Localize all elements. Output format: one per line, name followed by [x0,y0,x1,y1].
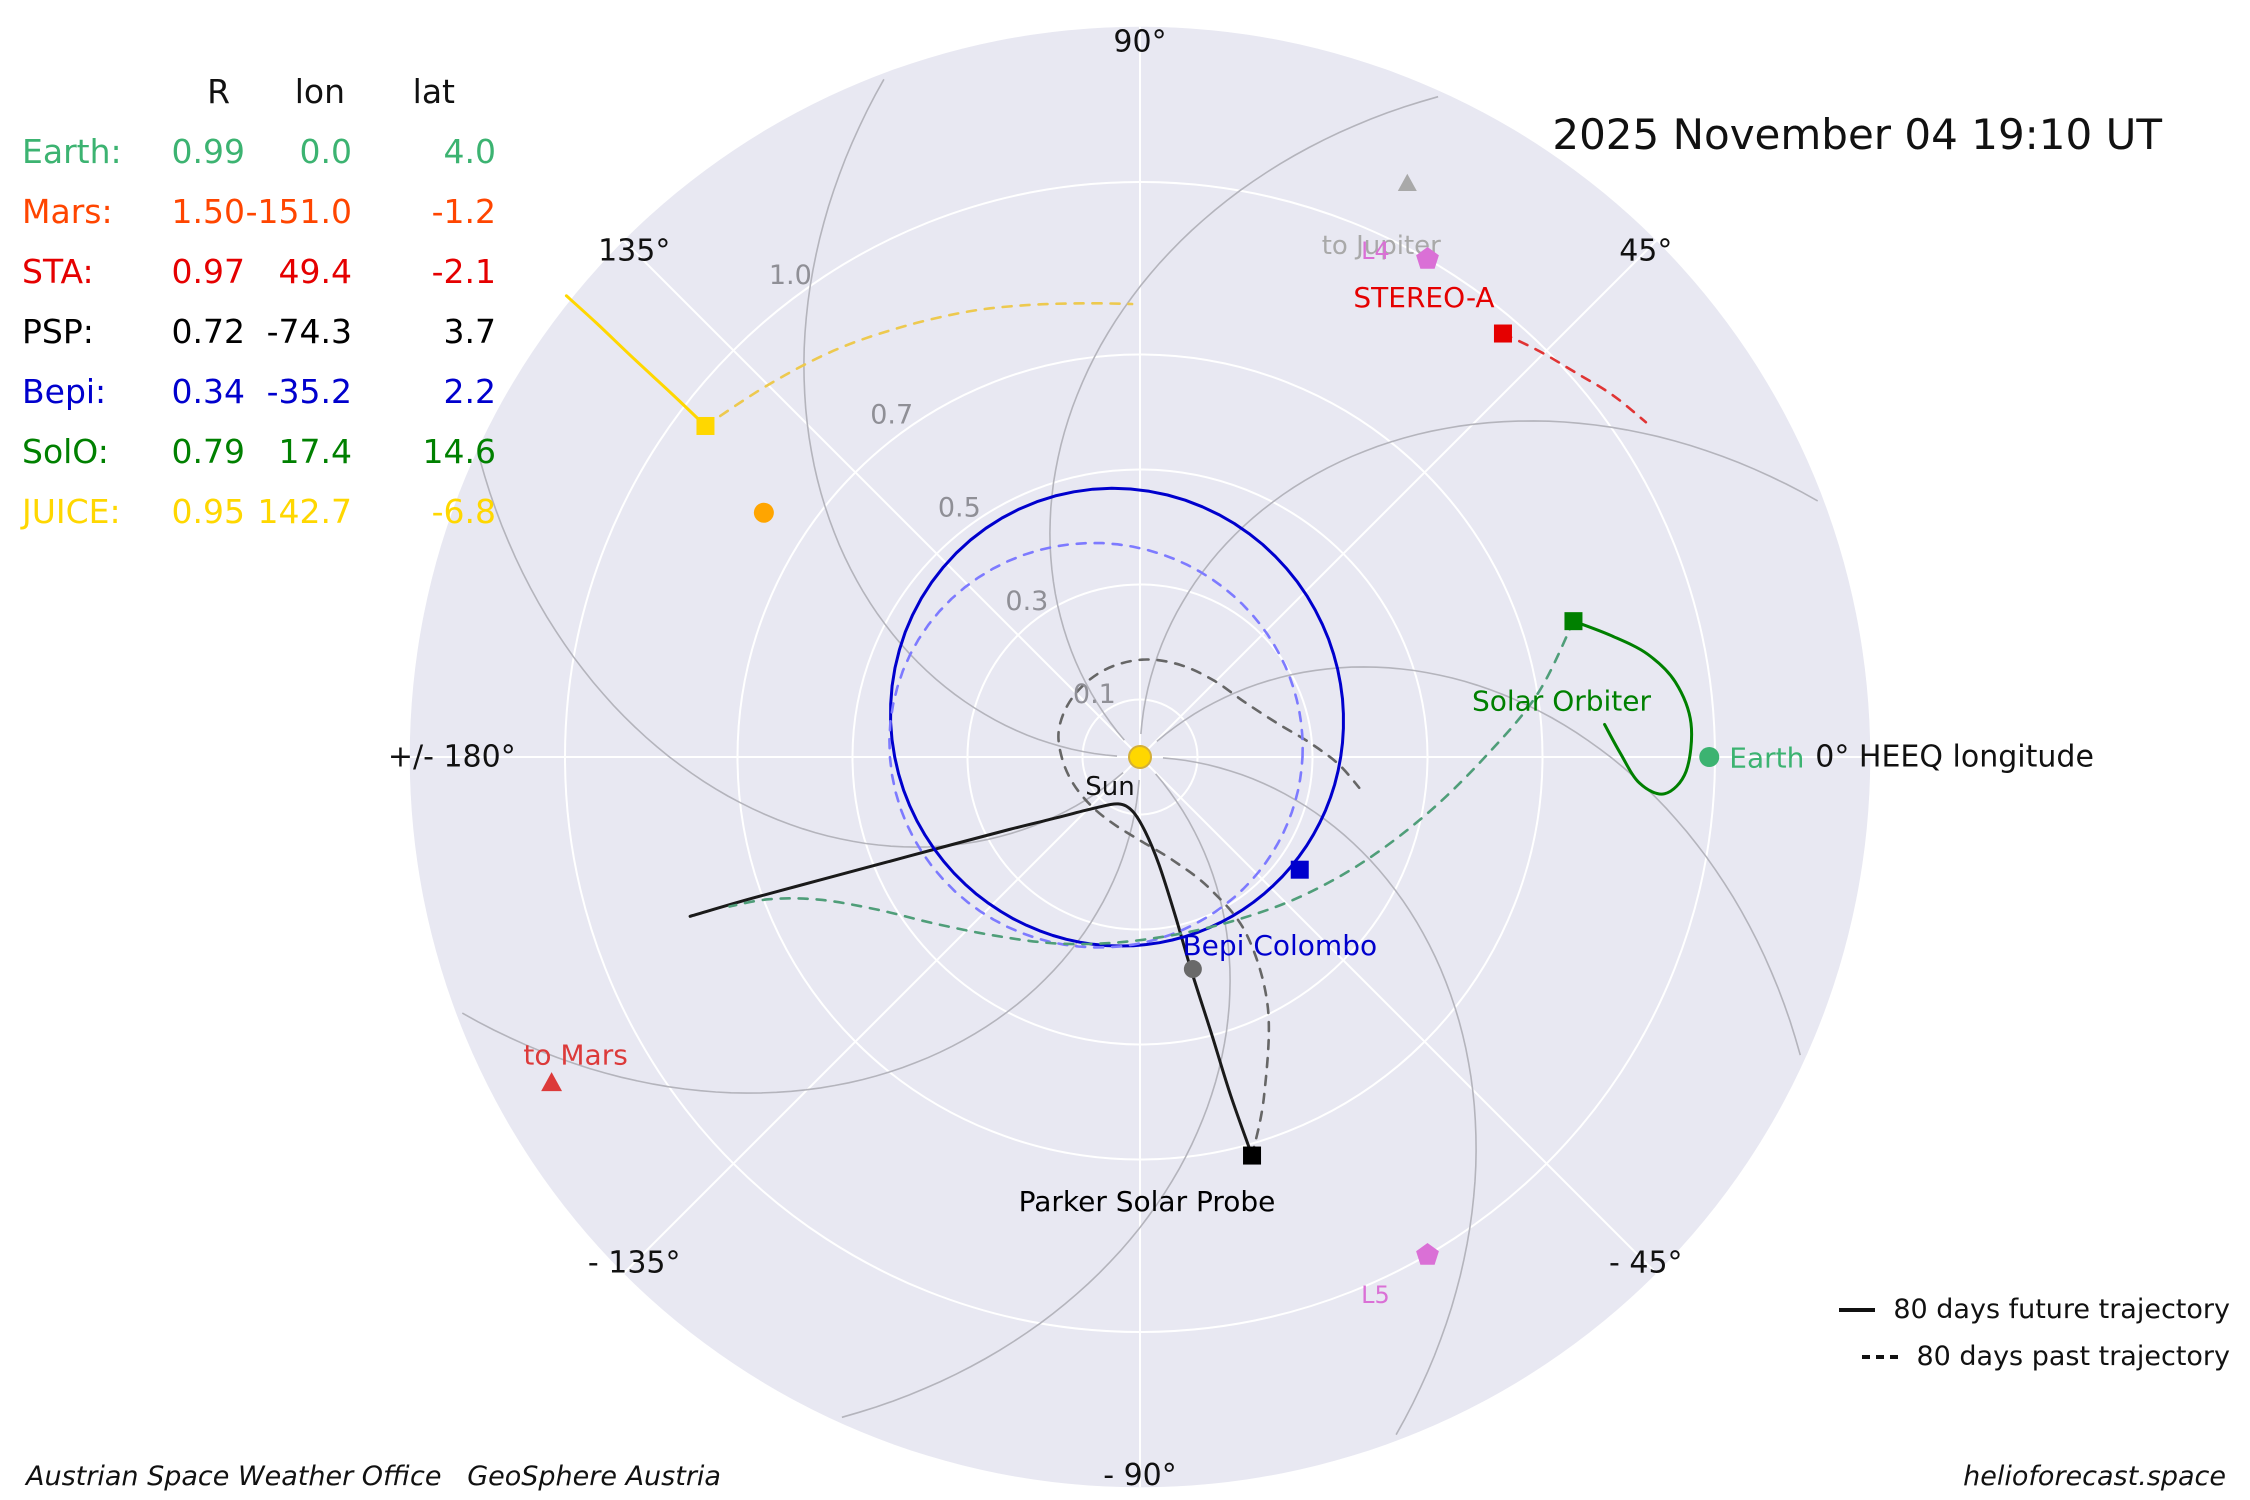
website-credit: helioforecast.space [1963,1461,2226,1492]
r-value: 0.95 [171,492,245,531]
position-table: R lon lat Earth: 0.99 0.0 4.0 Mars: 1.50… [22,62,496,542]
trajectory-solo-past [728,619,1575,946]
ring-label-0.1: 0.1 [1073,679,1116,710]
label-earth: Earth [1729,742,1804,775]
angle-label-45: 45° [1619,234,1672,269]
body-stereo-a: STEREO-A [1353,281,1512,343]
table-row-psp: PSP: 0.72 -74.3 3.7 [22,302,496,362]
r-value: 0.97 [171,252,245,291]
legend-past-row: 80 days past trajectory [1839,1333,2230,1380]
table-header-spacer [22,62,150,122]
body-name: PSP: [22,312,94,351]
angle-label--135: - 135° [588,1245,681,1280]
lat-value: -1.2 [431,192,496,231]
polar-grid [409,26,1871,1488]
lat-value: -2.1 [431,252,496,291]
label-psp: Parker Solar Probe [1019,1185,1276,1218]
angle-label-180: +/- 180° [388,740,516,775]
body-venus [753,502,774,523]
label-l5: L5 [1361,1281,1390,1309]
label-l4: L4 [1361,237,1390,265]
institution-credit: Austrian Space Weather Office GeoSphere … [26,1461,721,1492]
body-l5: L5 [1361,1243,1439,1309]
table-row-juice: JUICE: 0.95 142.7 -6.8 [22,482,496,542]
table-row-bepi: Bepi: 0.34 -35.2 2.2 [22,362,496,422]
r-value: 0.34 [171,372,245,411]
trajectory-solo-future [1572,619,1694,796]
body-sun: Sun [1085,745,1152,802]
body-l4: L4 [1361,237,1439,269]
trajectory-legend: 80 days future trajectory 80 days past t… [1839,1286,2230,1380]
column-header-lat: lat [412,72,455,111]
body-mercury [1183,960,1202,979]
trajectory-juice-past [704,301,1134,428]
label-solo: Solar Orbiter [1472,685,1652,718]
body-earth: Earth [1699,742,1804,775]
trajectory-juice-future [564,294,707,428]
body-solo: Solar Orbiter [1472,612,1652,718]
trajectory-bepi-future [889,486,1345,948]
table-header-row: R lon lat [22,62,496,122]
legend-future-label: 80 days future trajectory [1893,1294,2230,1325]
datetime-title: 2025 November 04 19:10 UT [1552,110,2162,159]
lon-value: 0.0 [299,132,352,171]
column-header-lon: lon [294,72,345,111]
lat-value: 3.7 [443,312,496,351]
trajectory-psp-past [1057,658,1361,1157]
lat-value: -6.8 [431,492,496,531]
body-name: SolO: [22,432,109,471]
lat-value: 2.2 [443,372,496,411]
dashed-line-swatch [1862,1354,1899,1359]
label-sun: Sun [1085,772,1134,802]
lon-value: 142.7 [257,492,352,531]
r-value: 0.72 [171,312,245,351]
lat-value: 14.6 [422,432,496,471]
body-to-mars: to Mars [523,1039,628,1092]
table-row-earth: Earth: 0.99 0.0 4.0 [22,122,496,182]
body-name: Mars: [22,192,113,231]
legend-past-label: 80 days past trajectory [1916,1341,2230,1372]
r-value: 1.50 [171,192,245,231]
r-value: 0.99 [171,132,245,171]
trajectory-bepi-past [888,541,1304,949]
body-name: Earth: [22,132,122,171]
body-bepi: Bepi Colombo [1182,860,1377,962]
table-row-sta: STA: 0.97 49.4 -2.1 [22,242,496,302]
body-name: Bepi: [22,372,107,411]
body-juice [696,416,715,435]
ring-label-1.0: 1.0 [769,260,812,291]
trajectory-stereo-a-past [1501,332,1648,424]
lon-value: -151.0 [245,192,352,231]
angle-label-0: 0° HEEQ longitude [1815,740,2094,775]
lon-value: -74.3 [266,312,352,351]
angle-label--45: - 45° [1609,1245,1683,1280]
r-value: 0.79 [171,432,245,471]
table-row-mars: Mars: 1.50 -151.0 -1.2 [22,182,496,242]
label-to-mars: to Mars [523,1039,627,1072]
ring-label-0.7: 0.7 [870,400,913,431]
lon-value: 17.4 [278,432,352,471]
trajectory-psp-future [688,802,1254,1158]
body-name: JUICE: [22,492,121,531]
solid-line-swatch [1839,1307,1876,1312]
label-bepi: Bepi Colombo [1182,929,1377,962]
column-header-r: R [207,72,230,111]
label-stereo-a: STEREO-A [1353,281,1494,314]
lat-value: 4.0 [443,132,496,171]
legend-future-row: 80 days future trajectory [1839,1286,2230,1333]
body-psp: Parker Solar Probe [1019,1146,1276,1218]
body-name: STA: [22,252,94,291]
angle-label--90: - 90° [1103,1458,1177,1493]
ring-label-0.5: 0.5 [938,493,981,524]
lon-value: -35.2 [266,372,352,411]
angle-label-90: 90° [1113,24,1166,59]
angle-label-135: 135° [598,234,670,269]
table-row-solo: SolO: 0.79 17.4 14.6 [22,422,496,482]
ring-label-0.3: 0.3 [1005,586,1048,617]
parker-spirals [461,78,1819,1436]
lon-value: 49.4 [278,252,352,291]
